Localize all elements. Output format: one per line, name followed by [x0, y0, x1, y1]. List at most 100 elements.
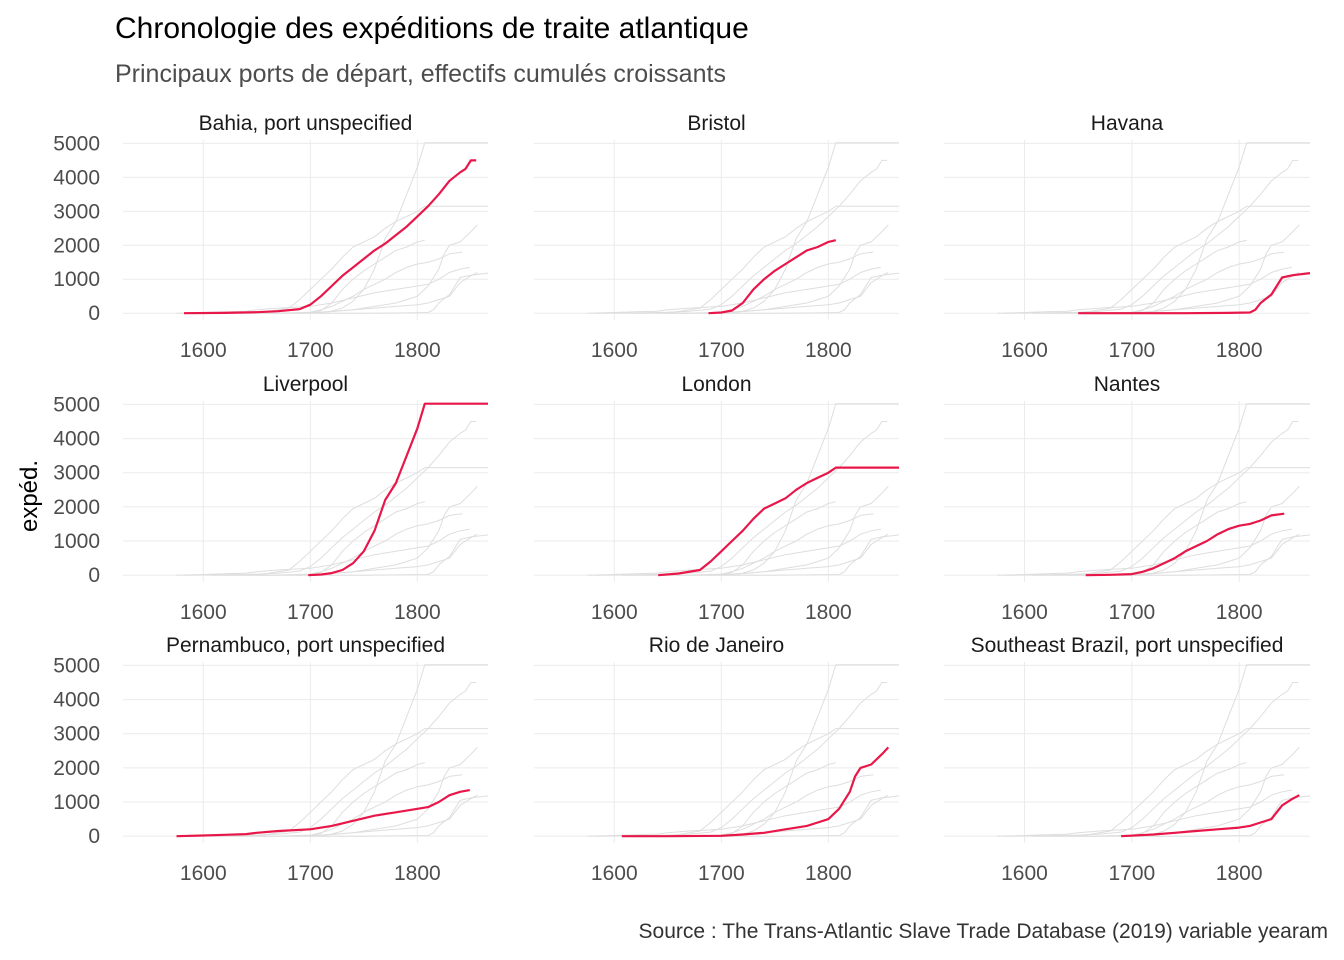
x-tick-label: 1800: [805, 339, 852, 362]
background-series-line: [658, 728, 899, 837]
y-tick-label: 5000: [53, 654, 100, 677]
background-series-line: [997, 266, 1292, 314]
highlighted-series-line: [308, 402, 488, 577]
y-tick-label: 0: [88, 302, 100, 325]
background-series-line: [1118, 239, 1247, 314]
background-series-line: [1129, 664, 1310, 837]
y-tick-label: 1000: [53, 530, 100, 553]
background-series-line: [1121, 272, 1300, 314]
x-tick-label: 1800: [805, 862, 852, 885]
background-series-line: [247, 728, 488, 837]
background-series-line: [299, 272, 478, 314]
highlighted-series-line: [1121, 794, 1300, 838]
y-tick-label: 5000: [53, 132, 100, 155]
background-series-line: [710, 272, 889, 314]
background-series-line: [708, 501, 836, 576]
background-series-line: [183, 682, 477, 837]
x-tick-label: 1600: [180, 862, 227, 885]
background-series-line: [587, 789, 881, 837]
x-tick-label: 1600: [1001, 862, 1048, 885]
background-series-line: [1085, 251, 1285, 314]
panel-strip-label: Bristol: [687, 112, 745, 135]
background-series-line: [997, 789, 1292, 837]
y-tick-label: 1000: [53, 791, 100, 814]
x-tick-label: 1600: [180, 601, 227, 624]
background-series-line: [183, 421, 477, 576]
background-series-line: [256, 795, 489, 837]
highlighted-series-line: [621, 746, 890, 838]
x-tick-label: 1800: [394, 862, 441, 885]
background-series-line: [1068, 728, 1310, 837]
x-tick-label: 1700: [698, 862, 745, 885]
background-series-line: [675, 513, 874, 576]
background-series-line: [719, 664, 899, 837]
background-series-line: [297, 501, 425, 576]
panel-strip-label: Bahia, port unspecified: [199, 112, 413, 135]
y-tick-label: 0: [88, 825, 100, 848]
y-tick-label: 4000: [53, 428, 100, 451]
x-tick-label: 1600: [180, 339, 227, 362]
background-series-line: [594, 682, 888, 837]
x-tick-label: 1800: [1216, 601, 1263, 624]
highlighted-series-line: [658, 466, 899, 577]
background-series-line: [299, 794, 478, 837]
background-series-line: [1121, 533, 1300, 576]
background-series-line: [299, 533, 478, 576]
x-tick-label: 1800: [1216, 862, 1263, 885]
background-series-line: [667, 795, 900, 837]
x-tick-label: 1800: [805, 601, 852, 624]
background-series-line: [1068, 205, 1310, 314]
highlighted-series-line: [176, 789, 470, 838]
background-series-line: [1118, 762, 1247, 837]
x-tick-label: 1800: [1216, 339, 1263, 362]
x-tick-label: 1700: [698, 339, 745, 362]
panel-strip-label: Rio de Janeiro: [649, 634, 784, 657]
y-tick-label: 4000: [53, 689, 100, 712]
background-series-line: [708, 762, 836, 837]
background-series-line: [256, 272, 489, 314]
background-series-line: [1078, 795, 1311, 837]
x-tick-label: 1600: [1001, 601, 1048, 624]
y-tick-label: 3000: [53, 200, 100, 223]
background-series-line: [1085, 774, 1285, 837]
panel-strip-label: Pernambuco, port unspecified: [166, 634, 445, 657]
background-series-line: [1129, 403, 1310, 576]
background-series-line: [667, 534, 900, 576]
y-tick-label: 0: [88, 564, 100, 587]
background-series-line: [308, 142, 488, 314]
x-tick-label: 1700: [287, 339, 334, 362]
background-series-line: [1129, 142, 1310, 314]
background-series-line: [264, 513, 463, 576]
x-tick-label: 1700: [1108, 339, 1155, 362]
background-series-line: [1068, 467, 1310, 576]
background-series-line: [264, 251, 463, 314]
x-tick-label: 1600: [591, 339, 638, 362]
background-series-line: [594, 421, 888, 576]
x-tick-label: 1600: [591, 601, 638, 624]
chart-subtitle: Principaux ports de départ, effectifs cu…: [115, 60, 726, 88]
highlighted-series-line: [1085, 512, 1285, 577]
x-tick-label: 1700: [287, 601, 334, 624]
y-tick-label: 2000: [53, 757, 100, 780]
y-tick-label: 2000: [53, 234, 100, 257]
panel-strip-label: Liverpool: [263, 373, 348, 396]
background-series-line: [176, 266, 470, 314]
highlighted-series-line: [708, 239, 837, 315]
background-series-line: [176, 528, 470, 576]
background-series-line: [247, 205, 488, 314]
background-series-line: [1005, 421, 1299, 576]
highlighted-series-line: [183, 159, 477, 315]
background-series-line: [297, 762, 425, 837]
y-tick-label: 3000: [53, 462, 100, 485]
chart-title: Chronologie des expéditions de traite at…: [115, 12, 749, 45]
x-tick-label: 1600: [591, 862, 638, 885]
background-series-line: [297, 239, 425, 314]
background-series-line: [587, 528, 881, 576]
panel-strip-label: London: [681, 373, 751, 396]
y-tick-label: 5000: [53, 393, 100, 416]
background-series-line: [719, 403, 899, 576]
x-tick-label: 1800: [394, 339, 441, 362]
background-series-line: [719, 142, 899, 314]
background-series-line: [247, 467, 488, 576]
